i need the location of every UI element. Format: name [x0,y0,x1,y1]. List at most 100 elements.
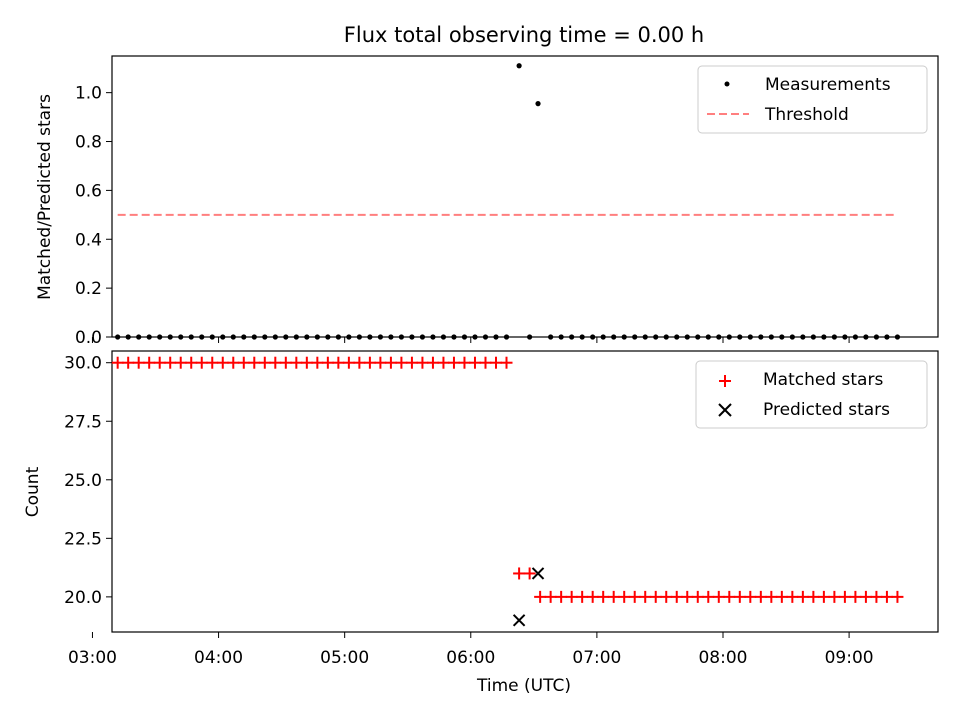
measurement-point [146,334,152,340]
measurement-point [325,334,331,340]
matched-legend-label: Matched stars [763,370,883,390]
measurement-point [178,334,184,340]
matched-star-point [437,356,450,369]
count-panel: 20.0 22.5 25.0 27.5 30.0 03:00 04:00 05:00 06:0… [23,350,939,668]
measurement-point [516,63,522,69]
matched-star-point [723,590,736,603]
measurement-point [503,334,510,340]
matched-star-point [649,590,662,603]
matched-star-point [300,356,313,369]
measurement-point [283,334,289,340]
matched-star-point [775,590,788,603]
matched-star-point [384,356,397,369]
matched-star-point [576,590,589,603]
matched-star-point [786,590,799,603]
measurement-point [125,334,131,340]
measurement-point [800,334,806,340]
count-y-tick-label: 25.0 [64,471,102,491]
matched-star-point [269,356,282,369]
measurement-point [314,334,320,340]
predicted-legend-label: Predicted stars [763,400,890,420]
matched-star-point [216,356,229,369]
ratio-y-tick-label: 0.4 [75,230,102,250]
measurement-point [611,334,617,340]
matched-star-point [849,590,862,603]
matched-star-point [279,356,292,369]
matched-star-point [405,356,418,369]
measurement-point [115,334,121,340]
measurement-point [674,334,680,340]
matched-star-point [479,356,492,369]
measurement-point [241,334,247,340]
matched-star-point [891,590,904,603]
matched-star-point [195,356,208,369]
x-tick-label: 05:00 [320,648,369,668]
matched-star-point [796,590,809,603]
matched-star-point [111,356,124,369]
matched-star-point [828,590,841,603]
matched-star-point [353,356,366,369]
measurement-point [167,334,173,340]
measurement-point [737,334,743,340]
matched-star-point [363,356,376,369]
x-tick-label: 08:00 [698,648,747,668]
x-tick-label: 09:00 [825,648,874,668]
matched-star-point [765,590,778,603]
matched-star-point [468,356,481,369]
measurement-point [842,334,848,340]
measurement-point [569,334,575,340]
measurement-point [653,334,659,340]
measurement-point [852,334,859,340]
measurement-point [810,334,816,340]
measurement-point [230,334,236,340]
measurement-point [579,334,585,340]
ratio-y-tick-label: 1.0 [75,84,102,104]
measurement-point [527,334,533,340]
measurement-point [621,334,627,340]
measurements-legend-label: Measurements [765,75,891,95]
count-legend-box [695,360,928,429]
measurement-point [262,334,268,340]
matched-star-point [534,590,547,603]
matched-star-point [744,590,757,603]
matched-star-point [880,590,893,603]
matched-star-point [838,590,851,603]
measurement-point [758,334,764,340]
measurement-point [873,334,880,340]
matched-star-point [132,356,145,369]
measurement-point [472,334,478,340]
measurement-point [663,334,669,340]
ratio-y-ticks: 0.0 0.2 0.4 0.6 0.8 1.0 [75,84,112,348]
measurement-point [440,334,447,340]
x-tick-label: 07:00 [572,648,621,668]
measurement-point [590,334,596,340]
ratio-panel: 0.0 0.2 0.4 0.6 0.8 1.0 Matched/Predicted sta… [35,55,939,348]
matched-star-point [859,590,872,603]
matched-star-point [513,567,526,580]
measurement-point [451,334,457,340]
measurement-point [884,334,890,340]
measurements-legend-marker [724,81,730,87]
measurement-point [293,334,299,340]
ratio-legend-box [697,65,928,134]
matched-star-point [374,356,387,369]
measurement-point [716,334,722,340]
predicted-star-point [512,614,526,627]
count-y-tick-label: 20.0 [64,588,102,608]
measurement-point [600,334,606,340]
matched-star-point [733,590,746,603]
measurement-point [388,334,394,340]
measurement-point [705,334,711,340]
matched-star-point [237,356,250,369]
measurement-point [356,334,362,340]
measurement-point [419,334,426,340]
measurement-point [157,334,163,340]
matched-star-point [754,590,767,603]
matched-star-point [618,590,631,603]
matched-star-point [807,590,820,603]
measurement-point [789,334,795,340]
measurement-point [398,334,405,340]
matched-star-point [416,356,429,369]
measurement-point [367,334,373,340]
x-tick-label: 04:00 [194,648,243,668]
